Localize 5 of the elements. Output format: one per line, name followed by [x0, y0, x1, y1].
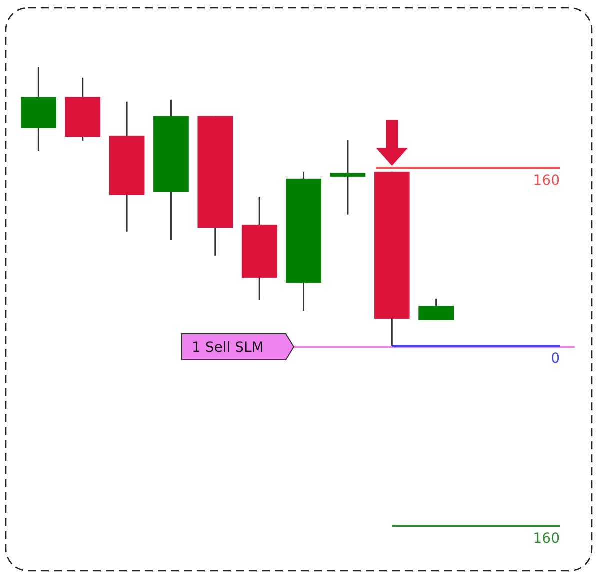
- text: 160: [533, 173, 560, 190]
- text: 0: [551, 351, 560, 368]
- text: 160: [533, 531, 560, 547]
- candlestick: [330, 139, 366, 216]
- annotation: 1 Sell SLM: [192, 340, 264, 356]
